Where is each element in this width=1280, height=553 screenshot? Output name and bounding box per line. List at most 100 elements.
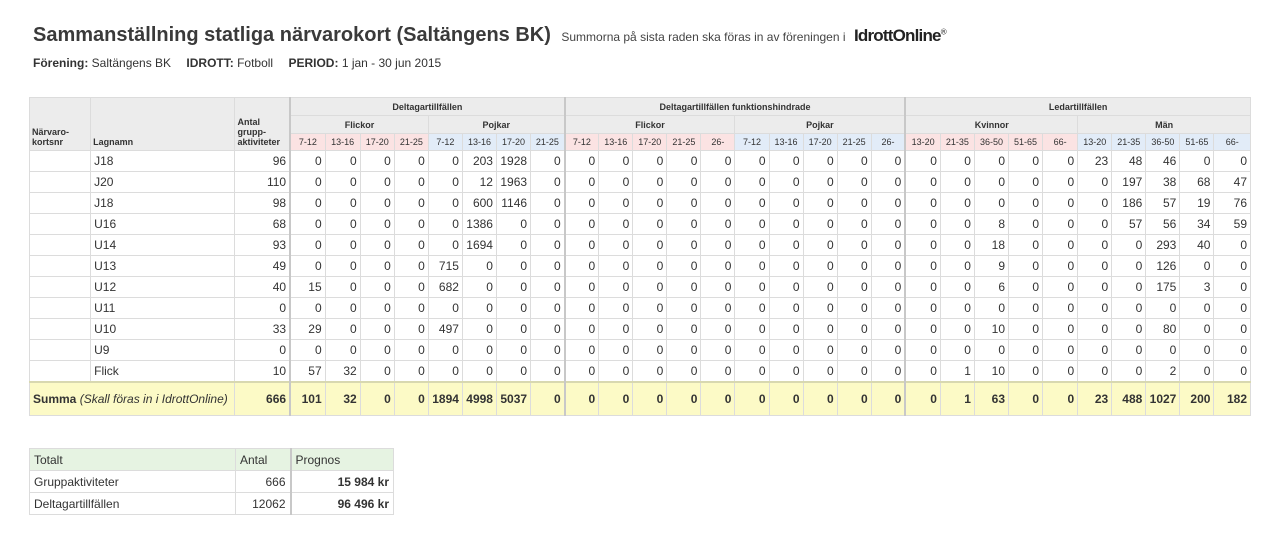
age-header: 26-: [870, 133, 906, 151]
value-cell: 0: [700, 192, 736, 214]
value-cell: 0: [666, 192, 702, 214]
value-cell: 0: [768, 339, 804, 361]
sum-value-cell: 0: [734, 380, 770, 416]
value-cell: 0: [870, 297, 906, 319]
value-cell: 0: [700, 360, 736, 382]
value-cell: 0: [530, 234, 566, 256]
value-cell: 0: [802, 213, 838, 235]
value-cell: 0: [598, 234, 634, 256]
age-header: 13-16: [768, 133, 804, 151]
value-cell: 0: [870, 360, 906, 382]
value-cell: 0: [598, 297, 634, 319]
value-cell: 0: [324, 297, 361, 319]
value-cell: 293: [1145, 234, 1181, 256]
value-cell: 0: [632, 234, 668, 256]
value-cell: 0: [870, 171, 906, 193]
value-cell: 2: [1145, 360, 1181, 382]
value-cell: 0: [666, 339, 702, 361]
value-cell: 0: [836, 171, 872, 193]
value-cell: 0: [1179, 360, 1215, 382]
value-cell: 0: [939, 276, 975, 298]
prognos-value: 96 496 kr: [289, 492, 394, 515]
sub-man: Män: [1077, 115, 1251, 134]
prognos-value: 15 984 kr: [289, 470, 394, 493]
value-cell: 0: [324, 171, 361, 193]
value-cell: 0: [563, 213, 600, 235]
value-cell: 0: [836, 297, 872, 319]
value-cell: 0: [563, 150, 600, 172]
value-cell: 8: [973, 213, 1010, 235]
value-cell: 0: [632, 150, 668, 172]
value-cell: 0: [1111, 360, 1147, 382]
sum-row: Summa (Skall föras in i IdrottOnline) 666…: [28, 380, 1251, 416]
value-cell: 0: [1111, 318, 1147, 340]
value-cell: 12: [461, 171, 497, 193]
value-cell: 0: [666, 234, 702, 256]
narvarokortsnr-cell: [28, 318, 92, 340]
value-cell: 0: [495, 339, 532, 361]
sum-value-cell: 0: [563, 380, 600, 416]
value-cell: 0: [734, 213, 770, 235]
prognos-antal: 666: [235, 470, 291, 493]
value-cell: 0: [700, 150, 736, 172]
prognos-table: Totalt Antal Prognos Gruppaktiviteter 66…: [29, 448, 394, 515]
value-cell: 0: [530, 150, 566, 172]
value-cell: 0: [700, 171, 736, 193]
sum-value-cell: 0: [904, 380, 941, 416]
value-cell: 0: [904, 213, 941, 235]
value-cell: 0: [904, 276, 941, 298]
value-cell: 0: [836, 360, 872, 382]
value-cell: 0: [802, 297, 838, 319]
value-cell: 0: [461, 297, 497, 319]
page-subtitle: Summorna på sista raden ska föras in av …: [561, 30, 846, 44]
value-cell: 0: [632, 360, 668, 382]
value-cell: 0: [495, 213, 532, 235]
value-cell: 0: [1077, 213, 1113, 235]
value-cell: 0: [1213, 339, 1251, 361]
sum-value-cell: 0: [1008, 380, 1044, 416]
value-cell: 0: [598, 192, 634, 214]
group-funktionshindrade: Deltagartillfällen funktionshindrade: [563, 97, 906, 116]
value-cell: 10: [973, 318, 1010, 340]
value-cell: 68: [1179, 171, 1215, 193]
narvarokortsnr-cell: [28, 150, 92, 172]
value-cell: 0: [1179, 150, 1215, 172]
value-cell: 0: [324, 255, 361, 277]
value-cell: 0: [563, 171, 600, 193]
sum-value-cell: 23: [1077, 380, 1113, 416]
value-cell: 0: [632, 192, 668, 214]
value-cell: 0: [393, 360, 429, 382]
value-cell: 0: [530, 360, 566, 382]
value-cell: 0: [768, 276, 804, 298]
value-cell: 0: [1042, 171, 1079, 193]
lagnamn-cell: J20: [90, 171, 236, 193]
value-cell: 0: [870, 192, 906, 214]
value-cell: 38: [1145, 171, 1181, 193]
value-cell: 0: [904, 360, 941, 382]
period-value: 1 jan - 30 jun 2015: [341, 56, 442, 70]
value-cell: 0: [802, 192, 838, 214]
value-cell: 0: [461, 360, 497, 382]
value-cell: 0: [563, 318, 600, 340]
value-cell: 0: [836, 339, 872, 361]
value-cell: 175: [1145, 276, 1181, 298]
idrott-label: IDROTT:: [186, 56, 234, 70]
value-cell: 0: [289, 213, 326, 235]
value-cell: 0: [768, 234, 804, 256]
sum-value-cell: 488: [1111, 380, 1147, 416]
value-cell: 0: [1008, 276, 1044, 298]
value-cell: 0: [1042, 213, 1079, 235]
value-cell: 0: [393, 318, 429, 340]
value-cell: 0: [768, 297, 804, 319]
prognos-label: Gruppaktiviteter: [29, 470, 236, 493]
value-cell: 0: [598, 339, 634, 361]
age-header: 13-16: [324, 133, 361, 151]
sub-pojkar: Pojkar: [427, 115, 566, 134]
lagnamn-cell: U14: [90, 234, 236, 256]
sum-value-cell: 0: [1042, 380, 1079, 416]
value-cell: 0: [359, 171, 395, 193]
antal-cell: 0: [234, 297, 291, 319]
sum-antal: 666: [234, 380, 291, 416]
age-header: 17-20: [359, 133, 395, 151]
value-cell: 600: [461, 192, 497, 214]
